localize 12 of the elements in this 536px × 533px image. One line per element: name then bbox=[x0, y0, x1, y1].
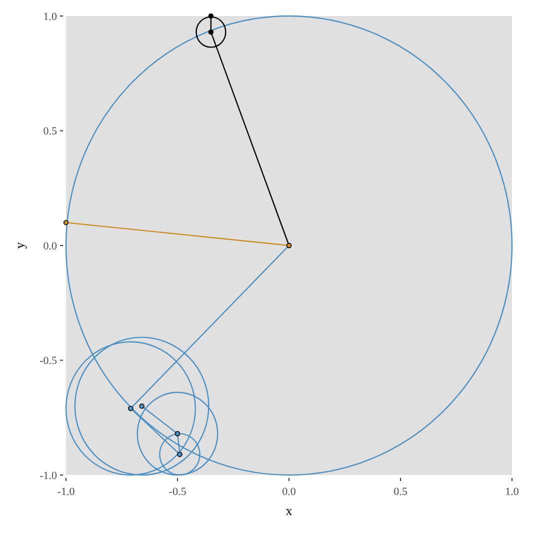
y-tick-label: 1.0 bbox=[43, 10, 58, 23]
y-tick-label: -0.5 bbox=[40, 355, 58, 368]
x-tick-label: -0.5 bbox=[168, 486, 187, 498]
y-tick-label: 0.5 bbox=[43, 126, 58, 138]
x-tick-label: 0.5 bbox=[394, 486, 408, 498]
x-tick-label: 1.0 bbox=[505, 486, 520, 498]
x-tick-label: -1.0 bbox=[57, 486, 76, 498]
y-axis-title: y bbox=[12, 242, 27, 249]
y-tick-label: -1.0 bbox=[40, 470, 58, 482]
y-tick-label: 0.0 bbox=[43, 240, 58, 252]
x-tick-label: 0.0 bbox=[282, 486, 296, 498]
x-axis-title: x bbox=[286, 503, 293, 518]
